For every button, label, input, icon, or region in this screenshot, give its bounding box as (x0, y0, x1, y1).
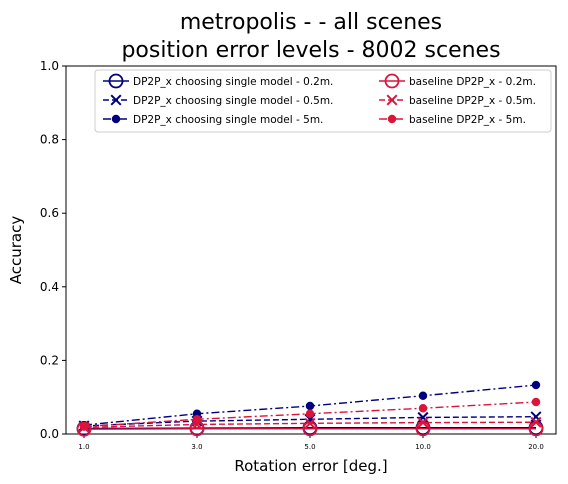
legend-label: DP2P_x choosing single model - 0.2m. (133, 76, 333, 88)
data-point (531, 380, 541, 390)
data-point (530, 416, 542, 428)
marker-x-stroke (417, 417, 429, 429)
legend-marker (384, 73, 400, 89)
x-tick-label: 5.0 (304, 443, 315, 451)
y-tick-label: 0.0 (40, 427, 59, 441)
y-tick-label: 1.0 (40, 59, 59, 73)
y-tick-label: 0.6 (40, 206, 59, 220)
legend-item: DP2P_x choosing single model - 0.2m. (103, 73, 333, 89)
series-group (76, 380, 544, 437)
marker-x-stroke (110, 94, 122, 106)
legend: DP2P_x choosing single model - 0.2m. DP2P… (94, 69, 552, 133)
legend-item: DP2P_x choosing single model - 5m. (103, 114, 323, 126)
chart-title-line2: position error levels - 8002 scenes (121, 38, 500, 63)
data-point (304, 417, 316, 429)
legend-frame (94, 69, 552, 133)
y-axis: 0.0 0.2 0.4 0.6 0.8 1.0 (40, 59, 66, 441)
legend-item: DP2P_x choosing single model - 0.5m. (103, 94, 333, 107)
marker-x-stroke (304, 417, 316, 429)
legend-marker (108, 73, 124, 89)
data-point (417, 417, 429, 429)
legend-item: baseline DP2P_x - 0.2m. (379, 73, 536, 89)
y-tick-label: 0.4 (40, 280, 59, 294)
data-point (418, 391, 428, 400)
marker-x-stroke (530, 416, 542, 428)
y-axis-label: Accuracy (7, 216, 25, 285)
legend-marker (111, 114, 121, 124)
x-axis: 1.0 3.0 5.0 10.0 20.0 (78, 434, 544, 451)
legend-item: baseline DP2P_x - 5m. (379, 114, 526, 126)
data-point (531, 397, 541, 407)
legend-label: baseline DP2P_x - 5m. (409, 114, 526, 126)
marker-x-stroke (386, 94, 398, 106)
x-tick-label: 1.0 (78, 443, 89, 451)
x-tick-label: 3.0 (191, 443, 202, 451)
data-point (192, 415, 202, 424)
data-point (305, 401, 315, 411)
legend-marker (387, 114, 397, 124)
series-line (83, 427, 536, 430)
legend-marker (110, 94, 122, 106)
chart-title-line1: metropolis - - all scenes (180, 10, 442, 35)
y-tick-label: 0.8 (40, 133, 59, 147)
legend-label: DP2P_x choosing single model - 0.5m. (133, 95, 333, 107)
x-tick-label: 10.0 (415, 443, 431, 451)
legend-label: baseline DP2P_x - 0.2m. (409, 76, 536, 88)
x-axis-label: Rotation error [deg.] (234, 457, 387, 475)
y-tick-label: 0.2 (40, 353, 59, 367)
legend-item: baseline DP2P_x - 0.5m. (379, 94, 536, 107)
series-6 (79, 397, 541, 431)
x-tick-label: 20.0 (528, 443, 544, 451)
legend-marker (386, 94, 398, 106)
data-point (79, 422, 89, 431)
data-point (305, 409, 315, 418)
legend-label: baseline DP2P_x - 0.5m. (409, 95, 536, 107)
legend-label: DP2P_x choosing single model - 5m. (133, 114, 323, 126)
data-point (418, 404, 428, 413)
